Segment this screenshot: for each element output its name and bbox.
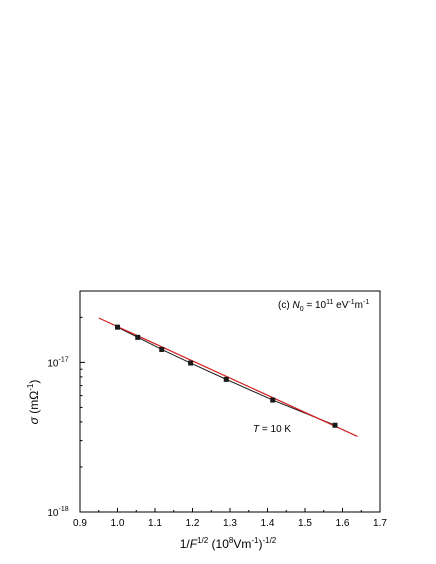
x-tick-label: 1.4 [261,518,275,529]
x-tick-label: 0.9 [73,518,87,529]
y-tick-label: 10-17 [47,356,68,369]
y-axis-ticks: 10-18 10-17 [47,316,85,519]
data-point [135,334,141,340]
x-axis-label: 1/F1/2 (108Vm-1)-1/2 [180,536,277,551]
x-tick-label: 1.2 [186,518,200,529]
data-point [159,346,165,352]
data-point [188,360,194,366]
plot-frame [79,290,381,513]
data-point [332,422,338,428]
temperature-annotation: T = 10 K [253,424,291,435]
x-tick-label: 1.0 [111,518,125,529]
data-point [115,324,120,330]
x-tick-label: 1.6 [336,518,350,529]
x-tick-label: 1.3 [223,518,237,529]
x-tick-label: 1.5 [298,518,312,529]
data-point [270,397,276,403]
y-tick-label: 10-18 [47,506,68,519]
x-tick-label: 1.1 [148,518,162,529]
x-axis-ticks: 0.9 1.0 1.1 1.2 1.3 1.4 1.5 1.6 1.7 [73,508,387,529]
data-series [98,317,358,437]
x-tick-label: 1.7 [373,518,387,529]
y-axis-label: σ (mΩ-1) [26,380,41,425]
condition-annotation: (c) N0 = 1011 eV-1m-1 [278,299,369,313]
data-point [223,376,229,382]
